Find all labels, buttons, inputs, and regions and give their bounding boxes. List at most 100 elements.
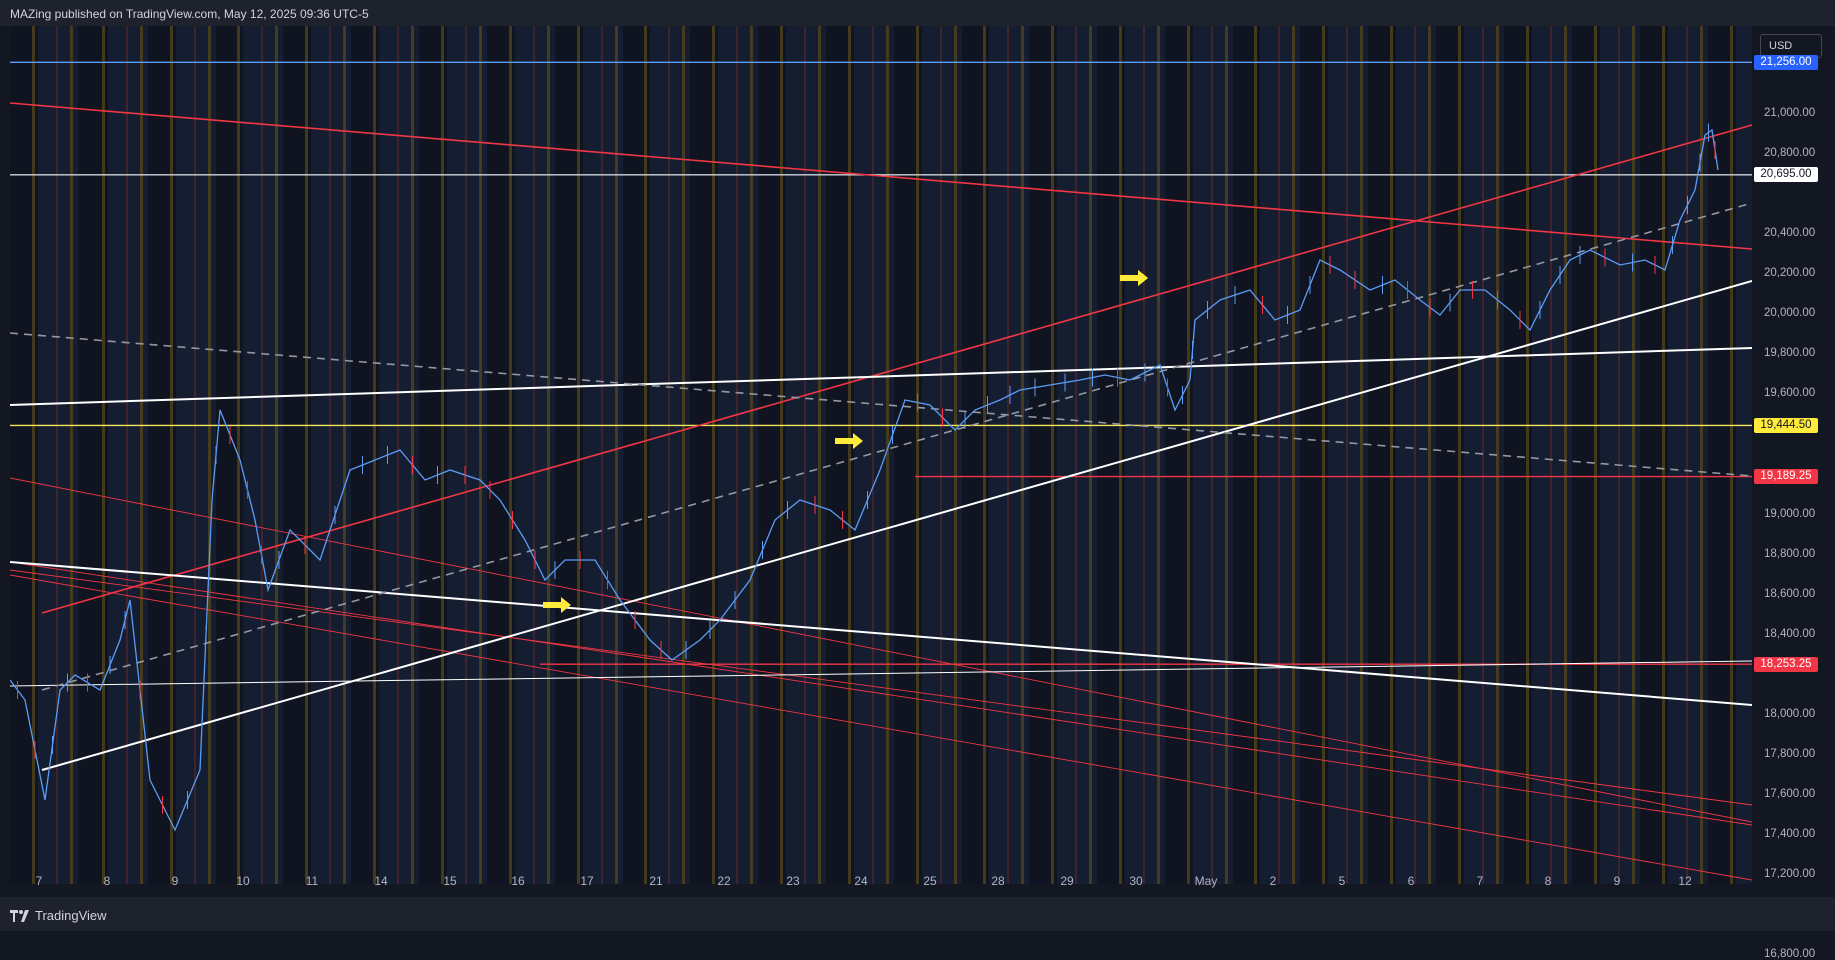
trendline-red xyxy=(41,124,1752,614)
price-chart[interactable] xyxy=(10,26,1752,884)
session-stripe xyxy=(1594,26,1597,884)
session-stripe xyxy=(682,26,685,884)
session-stripe xyxy=(1119,26,1122,884)
session-stripe xyxy=(1618,26,1620,884)
session-stripe xyxy=(1496,26,1499,884)
price-tick-label: 18,800.00 xyxy=(1764,547,1816,560)
trendline-red-thin xyxy=(10,477,1752,823)
session-stripe xyxy=(750,26,753,884)
time-tick-label: 8 xyxy=(1544,874,1552,888)
footer-bar xyxy=(0,897,1835,931)
session-stripe xyxy=(736,26,738,884)
session-stripe xyxy=(411,26,414,884)
session-stripe xyxy=(1700,26,1703,884)
price-level-badge: 20,695.00 xyxy=(1754,167,1818,183)
trendline-dashed xyxy=(10,332,1752,477)
price-tick-label: 20,400.00 xyxy=(1764,226,1816,239)
time-tick-label: 28 xyxy=(991,874,1005,888)
time-tick-label: 16 xyxy=(511,874,525,888)
session-stripe xyxy=(1564,26,1567,884)
session-stripe xyxy=(1360,26,1363,884)
time-tick-label: May xyxy=(1194,874,1218,888)
price-tick-label: 19,800.00 xyxy=(1764,347,1816,360)
session-stripe xyxy=(818,26,821,884)
time-tick-label: 8 xyxy=(103,874,111,888)
price-tick-label: 20,800.00 xyxy=(1764,146,1816,159)
currency-button[interactable]: USD xyxy=(1760,34,1822,58)
price-tick-label: 17,400.00 xyxy=(1764,828,1816,841)
header-bar: MAZing published on TradingView.com, May… xyxy=(0,0,1835,26)
session-stripe xyxy=(1322,26,1325,884)
session-stripe xyxy=(441,26,444,884)
session-stripe xyxy=(208,26,211,884)
session-stripe xyxy=(1089,26,1092,884)
session-stripe xyxy=(804,26,806,884)
time-tick-label: 12 xyxy=(1678,874,1692,888)
price-level-badge: 18,253.25 xyxy=(1754,656,1818,672)
session-stripe xyxy=(886,26,889,884)
time-tick-label: 7 xyxy=(1476,874,1484,888)
session-stripe xyxy=(1414,26,1416,884)
trendline-red-thin xyxy=(10,569,1752,806)
price-tick-label: 18,000.00 xyxy=(1764,707,1816,720)
session-stripe xyxy=(1051,26,1054,884)
time-tick-label: 25 xyxy=(923,874,937,888)
trendline-red xyxy=(10,102,1752,250)
time-tick-label: 29 xyxy=(1060,874,1074,888)
session-stripe xyxy=(1632,26,1635,884)
time-tick-label: 22 xyxy=(717,874,731,888)
time-tick-label: 7 xyxy=(35,874,43,888)
chart-plot-area[interactable] xyxy=(10,26,1752,884)
session-stripe xyxy=(1526,26,1529,884)
session-stripe xyxy=(32,26,35,884)
session-stripe xyxy=(1730,26,1733,884)
session-stripe xyxy=(1187,26,1190,884)
time-tick-label: 11 xyxy=(305,874,319,888)
trendline-white xyxy=(10,347,1752,406)
session-stripe xyxy=(343,26,346,884)
session-stripe xyxy=(373,26,376,884)
session-stripe xyxy=(1225,26,1228,884)
session-stripe xyxy=(954,26,957,884)
session-stripe xyxy=(983,26,986,884)
price-tick-label: 20,200.00 xyxy=(1764,267,1816,279)
session-stripe xyxy=(170,26,173,884)
price-tick-label: 20,000.00 xyxy=(1764,307,1816,320)
time-tick-label: 24 xyxy=(854,874,868,888)
price-tick-label: 19,600.00 xyxy=(1764,387,1816,400)
time-tick-label: 15 xyxy=(443,874,457,888)
time-tick-label: 14 xyxy=(374,874,388,888)
session-stripe xyxy=(1458,26,1461,884)
session-stripe xyxy=(70,26,73,884)
session-stripe xyxy=(615,26,618,884)
price-series-line xyxy=(10,128,1719,832)
time-tick-label: 30 xyxy=(1129,874,1143,888)
annotation-arrow xyxy=(543,597,571,613)
session-stripe xyxy=(194,26,196,884)
price-tick-label: 17,600.00 xyxy=(1764,788,1816,801)
time-tick-label: 10 xyxy=(236,874,250,888)
session-stripe xyxy=(940,26,942,884)
session-stripe xyxy=(916,26,919,884)
time-tick-label: 21 xyxy=(649,874,663,888)
time-tick-label: 9 xyxy=(1613,874,1621,888)
price-tick-label: 19,000.00 xyxy=(1764,507,1816,520)
time-tick-label: 23 xyxy=(786,874,800,888)
trendline-white-thin xyxy=(10,660,1752,687)
trendline-red-thin xyxy=(10,561,1752,826)
session-stripe xyxy=(1211,26,1213,884)
session-stripe xyxy=(601,26,603,884)
session-band xyxy=(1736,26,1752,884)
time-tick-label: 9 xyxy=(171,874,179,888)
session-stripe xyxy=(712,26,715,884)
price-tick-label: 16,800.00 xyxy=(1764,948,1816,960)
tradingview-logo[interactable]: TradingView xyxy=(10,908,107,923)
session-stripe xyxy=(465,26,467,884)
annotation-arrow xyxy=(1120,270,1148,286)
price-tick-label: 21,000.00 xyxy=(1764,106,1816,119)
session-stripe xyxy=(1157,26,1160,884)
session-stripe xyxy=(533,26,535,884)
trendline-dashed xyxy=(41,202,1752,691)
session-stripe xyxy=(668,26,670,884)
session-stripe xyxy=(577,26,580,884)
